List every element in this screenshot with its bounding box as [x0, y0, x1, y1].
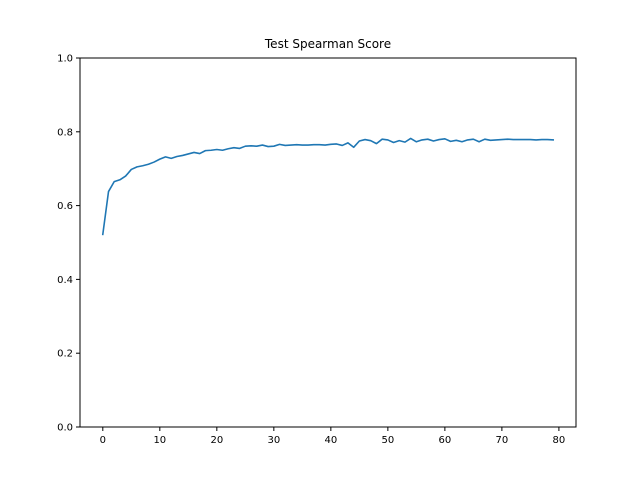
y-tick-label: 0.6 — [57, 201, 73, 212]
x-tick-label: 0 — [100, 435, 106, 446]
axes-frame — [79, 57, 577, 428]
y-tick-label: 0.2 — [57, 349, 73, 360]
x-tick-label: 70 — [496, 435, 509, 446]
x-tick-label: 10 — [153, 435, 166, 446]
plot-area: 0 10 20 30 40 50 60 70 80 0.0 0.2 0.4 0.6 0.8 1.0 — [57, 54, 577, 446]
y-tick-label: 0.0 — [57, 423, 73, 434]
x-tick-label: 50 — [381, 435, 394, 446]
y-tick-label: 1.0 — [57, 54, 73, 65]
x-tick-label: 40 — [324, 435, 337, 446]
x-tick-label: 30 — [267, 435, 280, 446]
x-tick-label: 20 — [210, 435, 223, 446]
x-tick-label: 80 — [553, 435, 566, 446]
chart-title: Test Spearman Score — [264, 37, 391, 51]
y-tick-label: 0.8 — [57, 127, 73, 138]
x-tick-label: 60 — [439, 435, 452, 446]
y-tick-label: 0.4 — [57, 275, 73, 286]
series-line-0 — [101, 137, 555, 236]
